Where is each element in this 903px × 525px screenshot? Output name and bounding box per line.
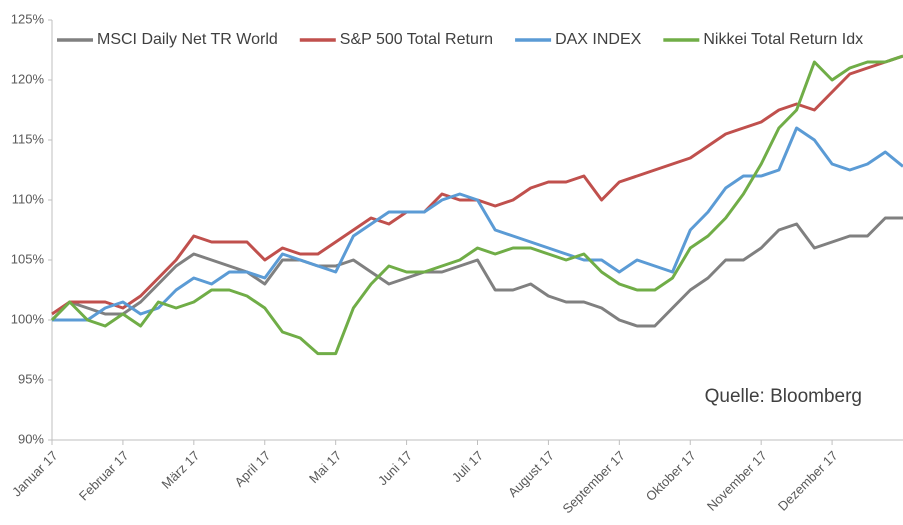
- x-tick-label: März 17: [159, 448, 203, 492]
- y-tick-label: 115%: [12, 131, 45, 146]
- y-tick-label: 110%: [12, 191, 45, 206]
- y-tick-label: 90%: [18, 431, 44, 446]
- legend-label: DAX INDEX: [555, 31, 642, 48]
- x-tick-label: November 17: [704, 448, 770, 514]
- x-tick-label: September 17: [560, 448, 628, 516]
- x-tick-label: Januar 17: [9, 448, 60, 499]
- y-tick-label: 125%: [11, 11, 45, 26]
- x-tick-label: Dezember 17: [775, 448, 841, 514]
- x-tick-label: Februar 17: [76, 448, 132, 504]
- series-line: [51, 54, 903, 316]
- legend-label: Nikkei Total Return Idx: [703, 31, 863, 48]
- y-tick-label: 100%: [11, 311, 45, 326]
- annotation: Quelle: Bloomberg: [705, 386, 862, 407]
- series-line: [50, 216, 903, 328]
- y-tick-label: 120%: [11, 71, 45, 86]
- y-tick-label: 95%: [18, 371, 44, 386]
- x-tick-label: Juni 17: [375, 448, 415, 488]
- legend-label: MSCI Daily Net TR World: [97, 31, 278, 48]
- x-tick-label: August 17: [505, 448, 557, 500]
- series-line: [50, 54, 903, 356]
- legend-label: S&P 500 Total Return: [340, 31, 493, 48]
- y-tick-label: 105%: [11, 251, 45, 266]
- x-tick-label: Oktober 17: [643, 448, 699, 504]
- x-tick-label: Juli 17: [449, 448, 486, 485]
- x-tick-label: Mai 17: [306, 448, 344, 486]
- x-tick-label: April 17: [232, 448, 274, 490]
- series-line: [52, 126, 903, 322]
